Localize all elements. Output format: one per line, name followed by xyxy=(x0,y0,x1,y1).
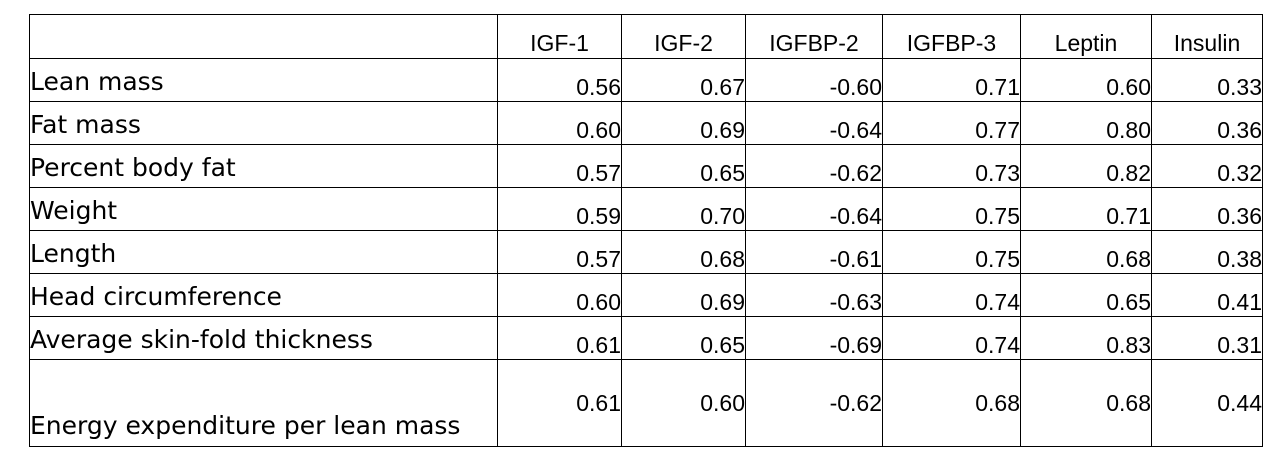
table-cell: 0.41 xyxy=(1151,273,1263,317)
table-cell: 0.68 xyxy=(621,230,746,274)
table-cell: 0.60 xyxy=(621,359,746,447)
header-row: IGF-1 IGF-2 IGFBP-2 IGFBP-3 Leptin Insulin xyxy=(29,14,1263,59)
table-row: Lean mass 0.56 0.67 -0.60 0.71 0.60 0.33 xyxy=(29,58,1263,102)
row-label: Percent body fat xyxy=(29,144,498,188)
correlation-table: IGF-1 IGF-2 IGFBP-2 IGFBP-3 Leptin Insulin Le… xyxy=(29,14,1263,447)
table-cell: 0.71 xyxy=(1020,187,1152,231)
table-cell: -0.62 xyxy=(745,359,883,447)
row-label: Head circumference xyxy=(29,273,498,317)
table-cell: 0.83 xyxy=(1020,316,1152,360)
table-cell: 0.60 xyxy=(497,101,622,145)
column-header: Insulin xyxy=(1151,14,1263,59)
table-cell: -0.64 xyxy=(745,101,883,145)
table-cell: -0.61 xyxy=(745,230,883,274)
table-cell: 0.59 xyxy=(497,187,622,231)
table-cell: 0.70 xyxy=(621,187,746,231)
header-corner-cell xyxy=(29,14,498,59)
table-cell: 0.77 xyxy=(882,101,1021,145)
table-cell: 0.82 xyxy=(1020,144,1152,188)
table-cell: 0.75 xyxy=(882,230,1021,274)
table-cell: 0.65 xyxy=(621,144,746,188)
table-body: Lean mass 0.56 0.67 -0.60 0.71 0.60 0.33 Fat ma… xyxy=(29,58,1263,447)
column-header: IGFBP-2 xyxy=(745,14,883,59)
table-cell: -0.64 xyxy=(745,187,883,231)
table-cell: 0.38 xyxy=(1151,230,1263,274)
table-cell: 0.60 xyxy=(497,273,622,317)
row-label: Weight xyxy=(29,187,498,231)
table-cell: 0.80 xyxy=(1020,101,1152,145)
table-cell: 0.68 xyxy=(1020,230,1152,274)
table-cell: 0.69 xyxy=(621,273,746,317)
row-label: Energy expenditure per lean mass xyxy=(29,359,498,447)
table-cell: 0.33 xyxy=(1151,58,1263,102)
row-label: Fat mass xyxy=(29,101,498,145)
table-row: Fat mass 0.60 0.69 -0.64 0.77 0.80 0.36 xyxy=(29,101,1263,145)
table-cell: 0.71 xyxy=(882,58,1021,102)
table-cell: -0.63 xyxy=(745,273,883,317)
column-header: Leptin xyxy=(1020,14,1152,59)
table-cell: 0.57 xyxy=(497,230,622,274)
table-cell: -0.69 xyxy=(745,316,883,360)
table-cell: 0.75 xyxy=(882,187,1021,231)
table-row: Length 0.57 0.68 -0.61 0.75 0.68 0.38 xyxy=(29,230,1263,274)
table-cell: 0.65 xyxy=(621,316,746,360)
table-cell: 0.68 xyxy=(882,359,1021,447)
table-cell: 0.32 xyxy=(1151,144,1263,188)
row-label: Length xyxy=(29,230,498,274)
row-label: Average skin-fold thickness xyxy=(29,316,498,360)
table-cell: 0.36 xyxy=(1151,101,1263,145)
table-cell: 0.65 xyxy=(1020,273,1152,317)
table-cell: 0.74 xyxy=(882,273,1021,317)
table-cell: -0.62 xyxy=(745,144,883,188)
table-cell: 0.61 xyxy=(497,359,622,447)
column-header: IGF-2 xyxy=(621,14,746,59)
table-cell: 0.57 xyxy=(497,144,622,188)
table-cell: 0.61 xyxy=(497,316,622,360)
table-row: Average skin-fold thickness 0.61 0.65 -0.69… xyxy=(29,316,1263,360)
table-row: Head circumference 0.60 0.69 -0.63 0.74 0.65 0… xyxy=(29,273,1263,317)
table-cell: 0.73 xyxy=(882,144,1021,188)
table-cell: 0.68 xyxy=(1020,359,1152,447)
row-label: Lean mass xyxy=(29,58,498,102)
table-cell: 0.44 xyxy=(1151,359,1263,447)
table-cell: 0.36 xyxy=(1151,187,1263,231)
table-cell: 0.31 xyxy=(1151,316,1263,360)
table-row: Energy expenditure per lean mass 0.61 0.60… xyxy=(29,359,1263,447)
table-row: Weight 0.59 0.70 -0.64 0.75 0.71 0.36 xyxy=(29,187,1263,231)
column-header: IGF-1 xyxy=(497,14,622,59)
table-cell: 0.69 xyxy=(621,101,746,145)
table-cell: 0.67 xyxy=(621,58,746,102)
column-header: IGFBP-3 xyxy=(882,14,1021,59)
table-cell: 0.56 xyxy=(497,58,622,102)
table-cell: 0.74 xyxy=(882,316,1021,360)
table-cell: -0.60 xyxy=(745,58,883,102)
table-row: Percent body fat 0.57 0.65 -0.62 0.73 0.82 0.3… xyxy=(29,144,1263,188)
table-cell: 0.60 xyxy=(1020,58,1152,102)
